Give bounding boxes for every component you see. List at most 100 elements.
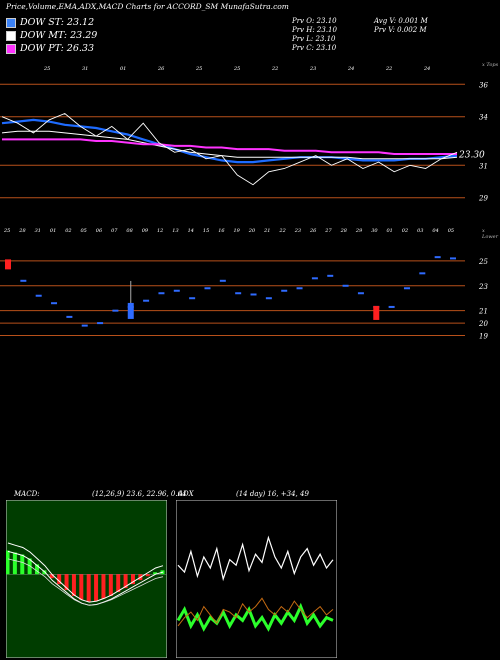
price-tick-mark — [204, 287, 211, 290]
price-tick-mark — [35, 294, 42, 297]
macd-histogram-bar — [79, 574, 84, 600]
date-axis-label: 07 — [111, 228, 118, 234]
price-panel: 36 34 31 29 23.30 25 31 01 26 25 25 22 23 24 22 24 25 28 3… — [0, 66, 488, 234]
date-axis-label: 14 — [188, 228, 194, 234]
macd-histogram-bar — [116, 574, 121, 593]
macd-histogram-bar — [123, 574, 128, 589]
price-y-label: 29 — [478, 195, 488, 203]
price-tick-mark — [450, 257, 456, 260]
adx-orange-line — [177, 597, 334, 627]
macd-histogram-bar — [64, 574, 69, 591]
ema-mid-line — [1, 130, 458, 160]
top-date-label: 24 — [423, 66, 430, 72]
last-price-label: 23.30 — [458, 150, 485, 160]
red-candle — [5, 259, 11, 270]
top-date-label: 01 — [120, 66, 126, 72]
price-tick-mark — [189, 297, 196, 300]
date-axis-label: 20 — [248, 228, 256, 234]
chart-title: Price,Volume,EMA,ADX,MACD Charts for ACC… — [6, 2, 289, 11]
lower-y-label: 21 — [478, 308, 488, 316]
adx-green-line — [176, 602, 334, 632]
top-date-label: 31 — [82, 66, 88, 72]
adx-white-line — [177, 535, 334, 582]
price-tick-mark — [250, 293, 257, 296]
info-prv-low: Prv L: 23.10 — [292, 35, 336, 43]
date-axis-label: 01 — [50, 228, 56, 234]
price-tick-mark — [265, 297, 272, 300]
lower-y-label: 20 — [478, 320, 488, 328]
date-axis-label: 22 — [278, 228, 285, 234]
date-axis-label: 02 — [402, 228, 408, 234]
price-tick-mark — [81, 324, 88, 327]
macd-aux-line — [7, 558, 164, 606]
date-axis-label: 15 — [203, 228, 209, 234]
price-tick-mark — [158, 292, 165, 295]
info-avg-volume: Avg V: 0.001 M — [374, 17, 428, 25]
lower-y-label: 19 — [479, 333, 488, 341]
price-tick-mark — [173, 289, 180, 292]
price-tick-mark — [327, 274, 334, 277]
date-axis-label: 21 — [263, 228, 270, 234]
price-tick-mark — [281, 289, 288, 292]
top-date-label: 23 — [309, 66, 316, 72]
date-axis-label: 16 — [218, 228, 225, 234]
macd-title: MACD: — [14, 490, 40, 498]
legend-dow-mt-swatch — [6, 30, 16, 41]
top-date-label: 26 — [157, 66, 165, 72]
price-tick-mark — [419, 272, 426, 275]
legend-dow-st-swatch — [6, 17, 16, 28]
date-axis-label: 27 — [324, 228, 332, 234]
info-prv-volume: Prv V: 0.002 M — [374, 26, 427, 34]
price-tick-mark — [219, 279, 226, 282]
date-axis-label: 26 — [309, 228, 317, 234]
price-tick-mark — [112, 309, 119, 312]
info-prv-close: Prv C: 23.10 — [292, 44, 337, 52]
top-date-label: 25 — [233, 66, 240, 72]
lower-tag: x Lower — [482, 228, 498, 240]
adx-panel — [176, 500, 337, 658]
price-tick-mark — [434, 256, 441, 259]
ema-long-line — [2, 138, 457, 155]
blue-candle — [127, 302, 134, 319]
ema-short-line — [1, 118, 458, 164]
price-tick-mark — [342, 284, 349, 287]
date-axis-label: 12 — [157, 228, 163, 234]
top-date-label: 22 — [271, 66, 278, 72]
macd-histogram-bar — [12, 552, 17, 575]
macd-background — [6, 500, 167, 658]
price-tick-mark — [296, 287, 303, 290]
price-tick-mark — [403, 287, 410, 290]
price-tick-mark — [20, 279, 27, 282]
macd-params: (12,26,9) 23.6, 22.96, 0.64 — [92, 490, 187, 498]
date-axis-label: 28 — [18, 228, 25, 234]
candle-panel: 25 23 21 20 19 — [0, 256, 488, 341]
macd-histogram-bar — [27, 558, 32, 575]
legend-dow-pt-label: DOW PT: 26.33 — [20, 43, 94, 54]
date-axis-label: 02 — [65, 228, 71, 234]
macd-line — [7, 542, 164, 603]
date-axis-label: 05 — [81, 228, 87, 234]
date-axis-label: 06 — [96, 228, 103, 234]
price-tick-mark — [143, 299, 150, 302]
price-tick-mark — [66, 315, 73, 318]
price-y-label: 31 — [479, 162, 488, 170]
macd-histogram-bar — [101, 574, 106, 599]
macd-histogram-bar — [86, 574, 91, 602]
macd-histogram-bar — [49, 574, 54, 579]
top-date-label: 22 — [385, 66, 392, 72]
macd-histogram-bar — [145, 574, 150, 577]
macd-histogram-bar — [35, 564, 40, 575]
date-axis-label: 19 — [234, 228, 241, 234]
info-prv-high: Prv H: 23.10 — [292, 26, 337, 34]
date-axis-label: 05 — [448, 228, 454, 234]
lower-y-label: 23 — [478, 283, 488, 291]
macd-histogram-bar — [57, 574, 62, 585]
adx-background — [176, 500, 337, 658]
info-prv-open: Prv O: 23.10 — [292, 17, 337, 25]
price-tick-mark — [311, 277, 318, 280]
price-tick-mark — [235, 292, 242, 295]
macd-histogram-bar — [6, 550, 10, 575]
macd-histogram-bar — [94, 574, 99, 602]
price-tick-mark — [357, 292, 364, 295]
